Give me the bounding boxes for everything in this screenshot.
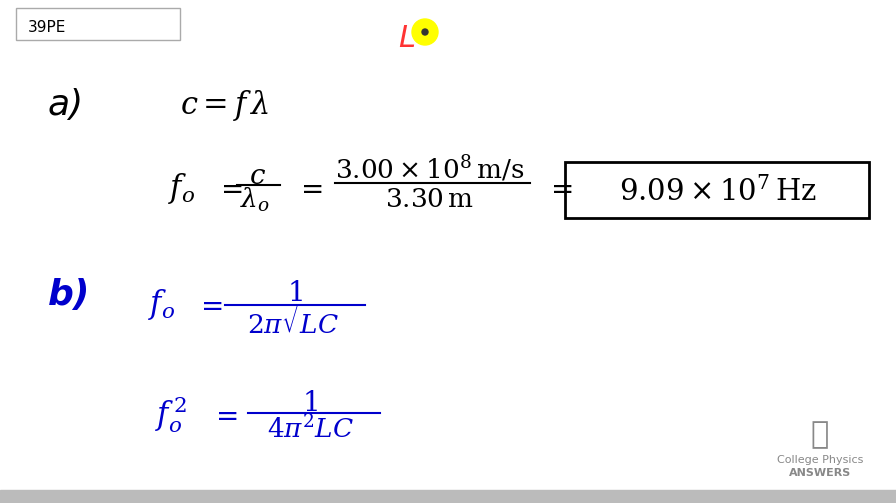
Text: b): b) (48, 278, 90, 312)
Text: a): a) (48, 88, 84, 122)
Text: $1$: $1$ (287, 279, 303, 307)
Circle shape (422, 29, 428, 35)
Text: $f_o$: $f_o$ (168, 171, 195, 206)
Bar (0, 490, 896, 503)
FancyBboxPatch shape (565, 162, 869, 218)
Text: $f_o$: $f_o$ (148, 288, 175, 322)
Circle shape (412, 19, 438, 45)
Text: $=$: $=$ (195, 291, 223, 319)
Text: ANSWERS: ANSWERS (788, 468, 851, 478)
Text: $=$: $=$ (210, 401, 237, 429)
Text: $=$: $=$ (295, 174, 323, 202)
Text: $=$: $=$ (545, 174, 573, 202)
FancyBboxPatch shape (16, 8, 180, 40)
Text: $f_o^{\,2}$: $f_o^{\,2}$ (155, 395, 187, 435)
Text: $3.30\,\mathrm{m}$: $3.30\,\mathrm{m}$ (385, 187, 475, 213)
Text: 39PE: 39PE (28, 20, 66, 35)
Text: 🎓: 🎓 (811, 421, 829, 450)
Text: $3.00 \times 10^{8}\,\mathrm{m/s}$: $3.00 \times 10^{8}\,\mathrm{m/s}$ (335, 155, 525, 185)
Text: $4\pi^2 LC$: $4\pi^2 LC$ (266, 416, 353, 444)
Text: L: L (398, 24, 415, 52)
Text: $c$: $c$ (249, 162, 266, 190)
Text: $2\pi\sqrt{LC}$: $2\pi\sqrt{LC}$ (247, 306, 343, 341)
Text: $=$: $=$ (215, 174, 243, 202)
Text: $9.09 \times 10^{7}\,\mathrm{Hz}$: $9.09 \times 10^{7}\,\mathrm{Hz}$ (619, 177, 817, 207)
Text: College Physics: College Physics (777, 455, 863, 465)
Text: $\lambda_o$: $\lambda_o$ (240, 186, 270, 214)
Text: $c = f\,\lambda$: $c = f\,\lambda$ (180, 88, 269, 123)
Text: $1$: $1$ (302, 389, 318, 417)
